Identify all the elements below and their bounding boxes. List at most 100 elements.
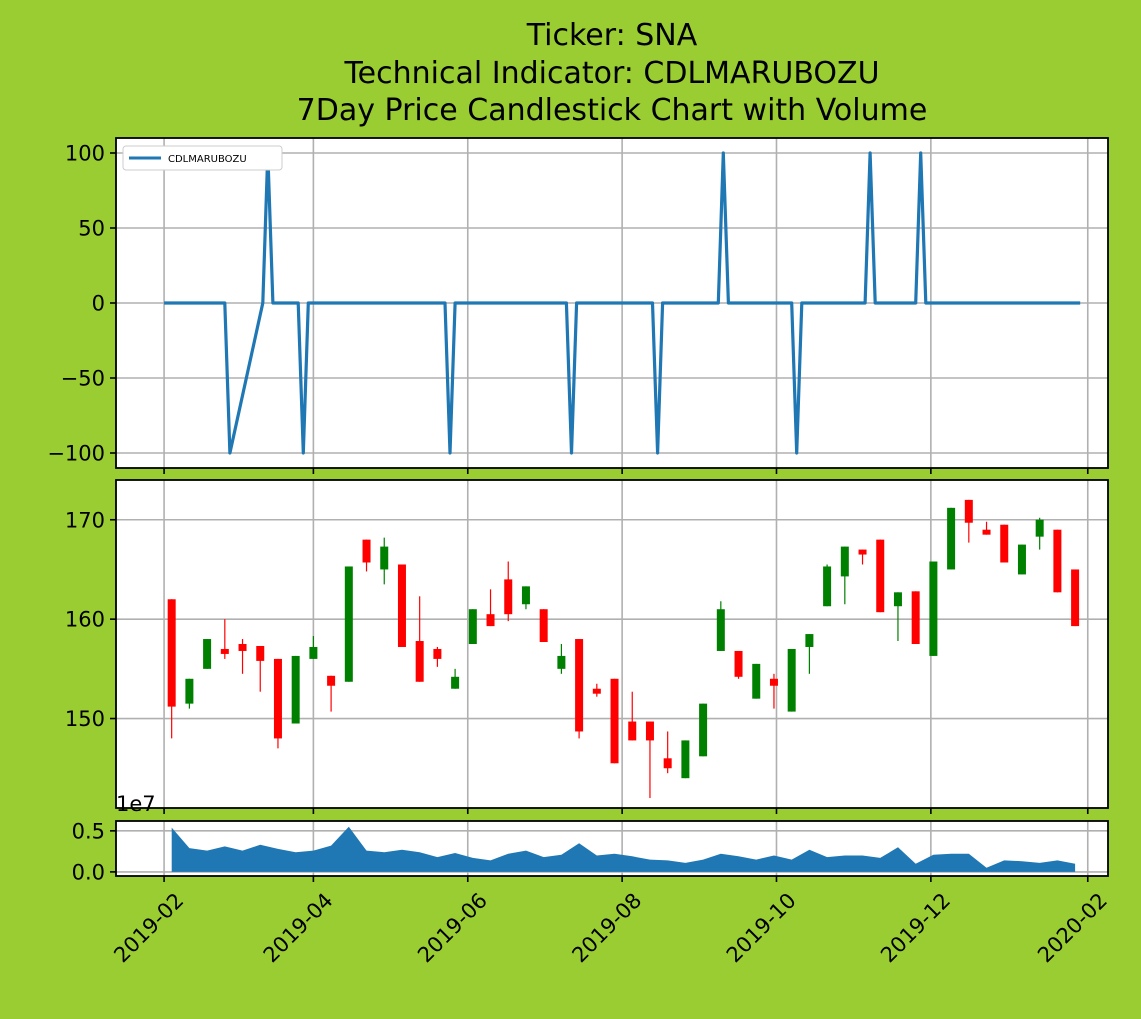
indicator-ytick-label-4: −100 bbox=[47, 442, 105, 466]
candle-body bbox=[451, 676, 460, 689]
candle-body bbox=[433, 648, 442, 659]
candle-2019-06-10 bbox=[486, 589, 495, 627]
candle-2020-01-20 bbox=[1053, 529, 1062, 593]
candle-body bbox=[787, 648, 796, 712]
candle-body bbox=[557, 655, 566, 669]
candle-2019-06-24 bbox=[521, 586, 530, 610]
candle-body bbox=[167, 599, 176, 707]
candle-2019-08-12 bbox=[645, 721, 654, 799]
candle-body bbox=[486, 614, 495, 627]
candle-body bbox=[309, 646, 318, 659]
candle-body bbox=[628, 721, 637, 741]
candle-body bbox=[964, 499, 973, 523]
indicator-ytick-label-1: 50 bbox=[78, 217, 105, 241]
candle-body bbox=[468, 609, 477, 644]
candle-body bbox=[610, 678, 619, 764]
indicator-legend: CDLMARUBOZU bbox=[122, 145, 283, 171]
candle-2019-02-25 bbox=[220, 619, 229, 659]
title-line-description: 7Day Price Candlestick Chart with Volume bbox=[297, 93, 928, 128]
candle-2020-01-06 bbox=[1017, 544, 1026, 575]
candle-body bbox=[805, 634, 814, 647]
candle-2019-12-02 bbox=[929, 561, 938, 656]
price-ytick-label-2: 150 bbox=[65, 707, 105, 731]
candle-2019-11-18 bbox=[893, 592, 902, 642]
title-line-ticker: Ticker: SNA bbox=[526, 18, 698, 53]
candle-body bbox=[504, 579, 513, 615]
candle-body bbox=[203, 639, 212, 669]
candle-2019-12-09 bbox=[947, 507, 956, 570]
candle-2019-11-04 bbox=[858, 549, 867, 565]
title-line-indicator: Technical Indicator: CDLMARUBOZU bbox=[343, 56, 879, 91]
indicator-panel: 100 50 0 −50 −100 CDLMARUBOZU bbox=[47, 137, 1109, 469]
volume-area bbox=[171, 826, 1076, 872]
candle-2019-05-20 bbox=[433, 646, 442, 667]
candle-2019-09-23 bbox=[752, 663, 761, 699]
candle-body bbox=[521, 586, 530, 605]
price-ytick-label-1: 160 bbox=[65, 608, 105, 632]
candle-2020-01-13 bbox=[1035, 517, 1044, 550]
candle-2019-02-11 bbox=[185, 678, 194, 709]
candle-body bbox=[663, 758, 672, 769]
candle-2019-07-01 bbox=[539, 609, 548, 643]
candle-2019-07-08 bbox=[557, 644, 566, 674]
candle-body bbox=[291, 655, 300, 724]
candle-body bbox=[699, 703, 708, 757]
candle-2019-09-30 bbox=[769, 673, 778, 709]
candle-body bbox=[893, 592, 902, 607]
candle-body bbox=[592, 688, 601, 694]
candle-2019-10-14 bbox=[805, 634, 814, 674]
candle-2019-04-08 bbox=[327, 675, 336, 712]
candle-2019-06-03 bbox=[468, 609, 477, 644]
candle-body bbox=[947, 507, 956, 570]
candle-body bbox=[575, 639, 584, 732]
candle-body bbox=[929, 561, 938, 656]
candle-body bbox=[185, 678, 194, 704]
candle-2019-07-15 bbox=[575, 639, 584, 739]
candle-body bbox=[858, 549, 867, 555]
indicator-ytick-label-0: 100 bbox=[65, 142, 105, 166]
candle-2019-06-17 bbox=[504, 561, 513, 622]
candle-body bbox=[876, 539, 885, 613]
candle-2019-12-16 bbox=[964, 499, 973, 543]
candle-2019-09-16 bbox=[734, 650, 743, 679]
candle-2019-08-05 bbox=[628, 691, 637, 741]
indicator-ytick-label-3: −50 bbox=[61, 367, 105, 391]
volume-ytick-label-1: 0.0 bbox=[72, 860, 105, 884]
candle-body bbox=[238, 644, 247, 651]
candle-2019-10-28 bbox=[840, 546, 849, 605]
candle-2019-10-07 bbox=[787, 648, 796, 712]
candle-2019-04-29 bbox=[380, 537, 389, 585]
candle-2019-11-11 bbox=[876, 539, 885, 613]
candle-body bbox=[1071, 569, 1080, 627]
candle-2019-04-15 bbox=[344, 566, 353, 682]
candle-2019-08-26 bbox=[681, 740, 690, 779]
chart-title: Ticker: SNA Technical Indicator: CDLMARU… bbox=[297, 18, 928, 128]
candle-2019-02-04 bbox=[167, 599, 176, 739]
candle-2019-05-06 bbox=[397, 564, 406, 647]
candle-body bbox=[327, 675, 336, 686]
candle-body bbox=[362, 539, 371, 563]
price-panel: 170 160 150 bbox=[65, 479, 1109, 809]
volume-ytick-label-0: 0.5 bbox=[72, 819, 105, 843]
candle-2019-03-04 bbox=[238, 639, 247, 674]
volume-offset-label: 1e7 bbox=[116, 792, 156, 816]
candle-2019-05-13 bbox=[415, 596, 424, 682]
legend-box bbox=[122, 145, 283, 171]
candle-2019-12-23 bbox=[982, 521, 991, 535]
candle-body bbox=[911, 591, 920, 644]
price-frame bbox=[115, 479, 1109, 809]
candle-body bbox=[415, 641, 424, 682]
candle-2019-04-01 bbox=[309, 636, 318, 659]
volume-panel: 0.5 0.0 1e7 bbox=[72, 792, 1109, 884]
candle-body bbox=[256, 645, 265, 661]
price-ytick-label-0: 170 bbox=[65, 508, 105, 532]
candle-2020-01-27 bbox=[1071, 569, 1080, 627]
candle-2019-07-22 bbox=[592, 683, 601, 697]
candle-body bbox=[823, 566, 832, 607]
candle-body bbox=[982, 529, 991, 535]
candle-2019-12-30 bbox=[1000, 524, 1009, 563]
candle-body bbox=[344, 566, 353, 682]
volume-frame bbox=[115, 820, 1109, 877]
candle-body bbox=[539, 609, 548, 643]
